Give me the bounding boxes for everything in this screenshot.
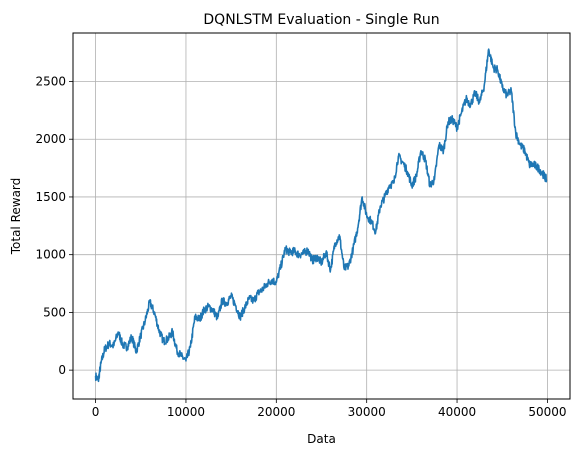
y-tick-label: 0: [58, 363, 66, 377]
plot-area-frame: [72, 32, 571, 400]
x-axis-ticks: 0 10000 20000 30000 40000 50000: [92, 399, 567, 419]
y-tick-label: 1500: [35, 190, 66, 204]
x-tick-label: 30000: [348, 405, 386, 419]
y-tick-label: 2500: [35, 74, 66, 88]
grid-lines: [73, 33, 570, 399]
x-tick-label: 10000: [167, 405, 205, 419]
y-tick-label: 2000: [35, 132, 66, 146]
series-line: [94, 48, 548, 383]
x-axis-label: Data: [307, 432, 336, 446]
x-tick-label: 40000: [438, 405, 476, 419]
x-tick-label: 0: [92, 405, 100, 419]
x-tick-label: 50000: [528, 405, 566, 419]
y-tick-label: 500: [43, 305, 66, 319]
y-axis-ticks: 0 500 1000 1500 2000 2500: [35, 74, 73, 377]
y-tick-label: 1000: [35, 248, 66, 262]
x-tick-label: 20000: [257, 405, 295, 419]
data-line-layer: [94, 48, 548, 383]
chart-title: DQNLSTM Evaluation - Single Run: [203, 12, 439, 28]
y-axis-label: Total Reward: [9, 178, 23, 256]
